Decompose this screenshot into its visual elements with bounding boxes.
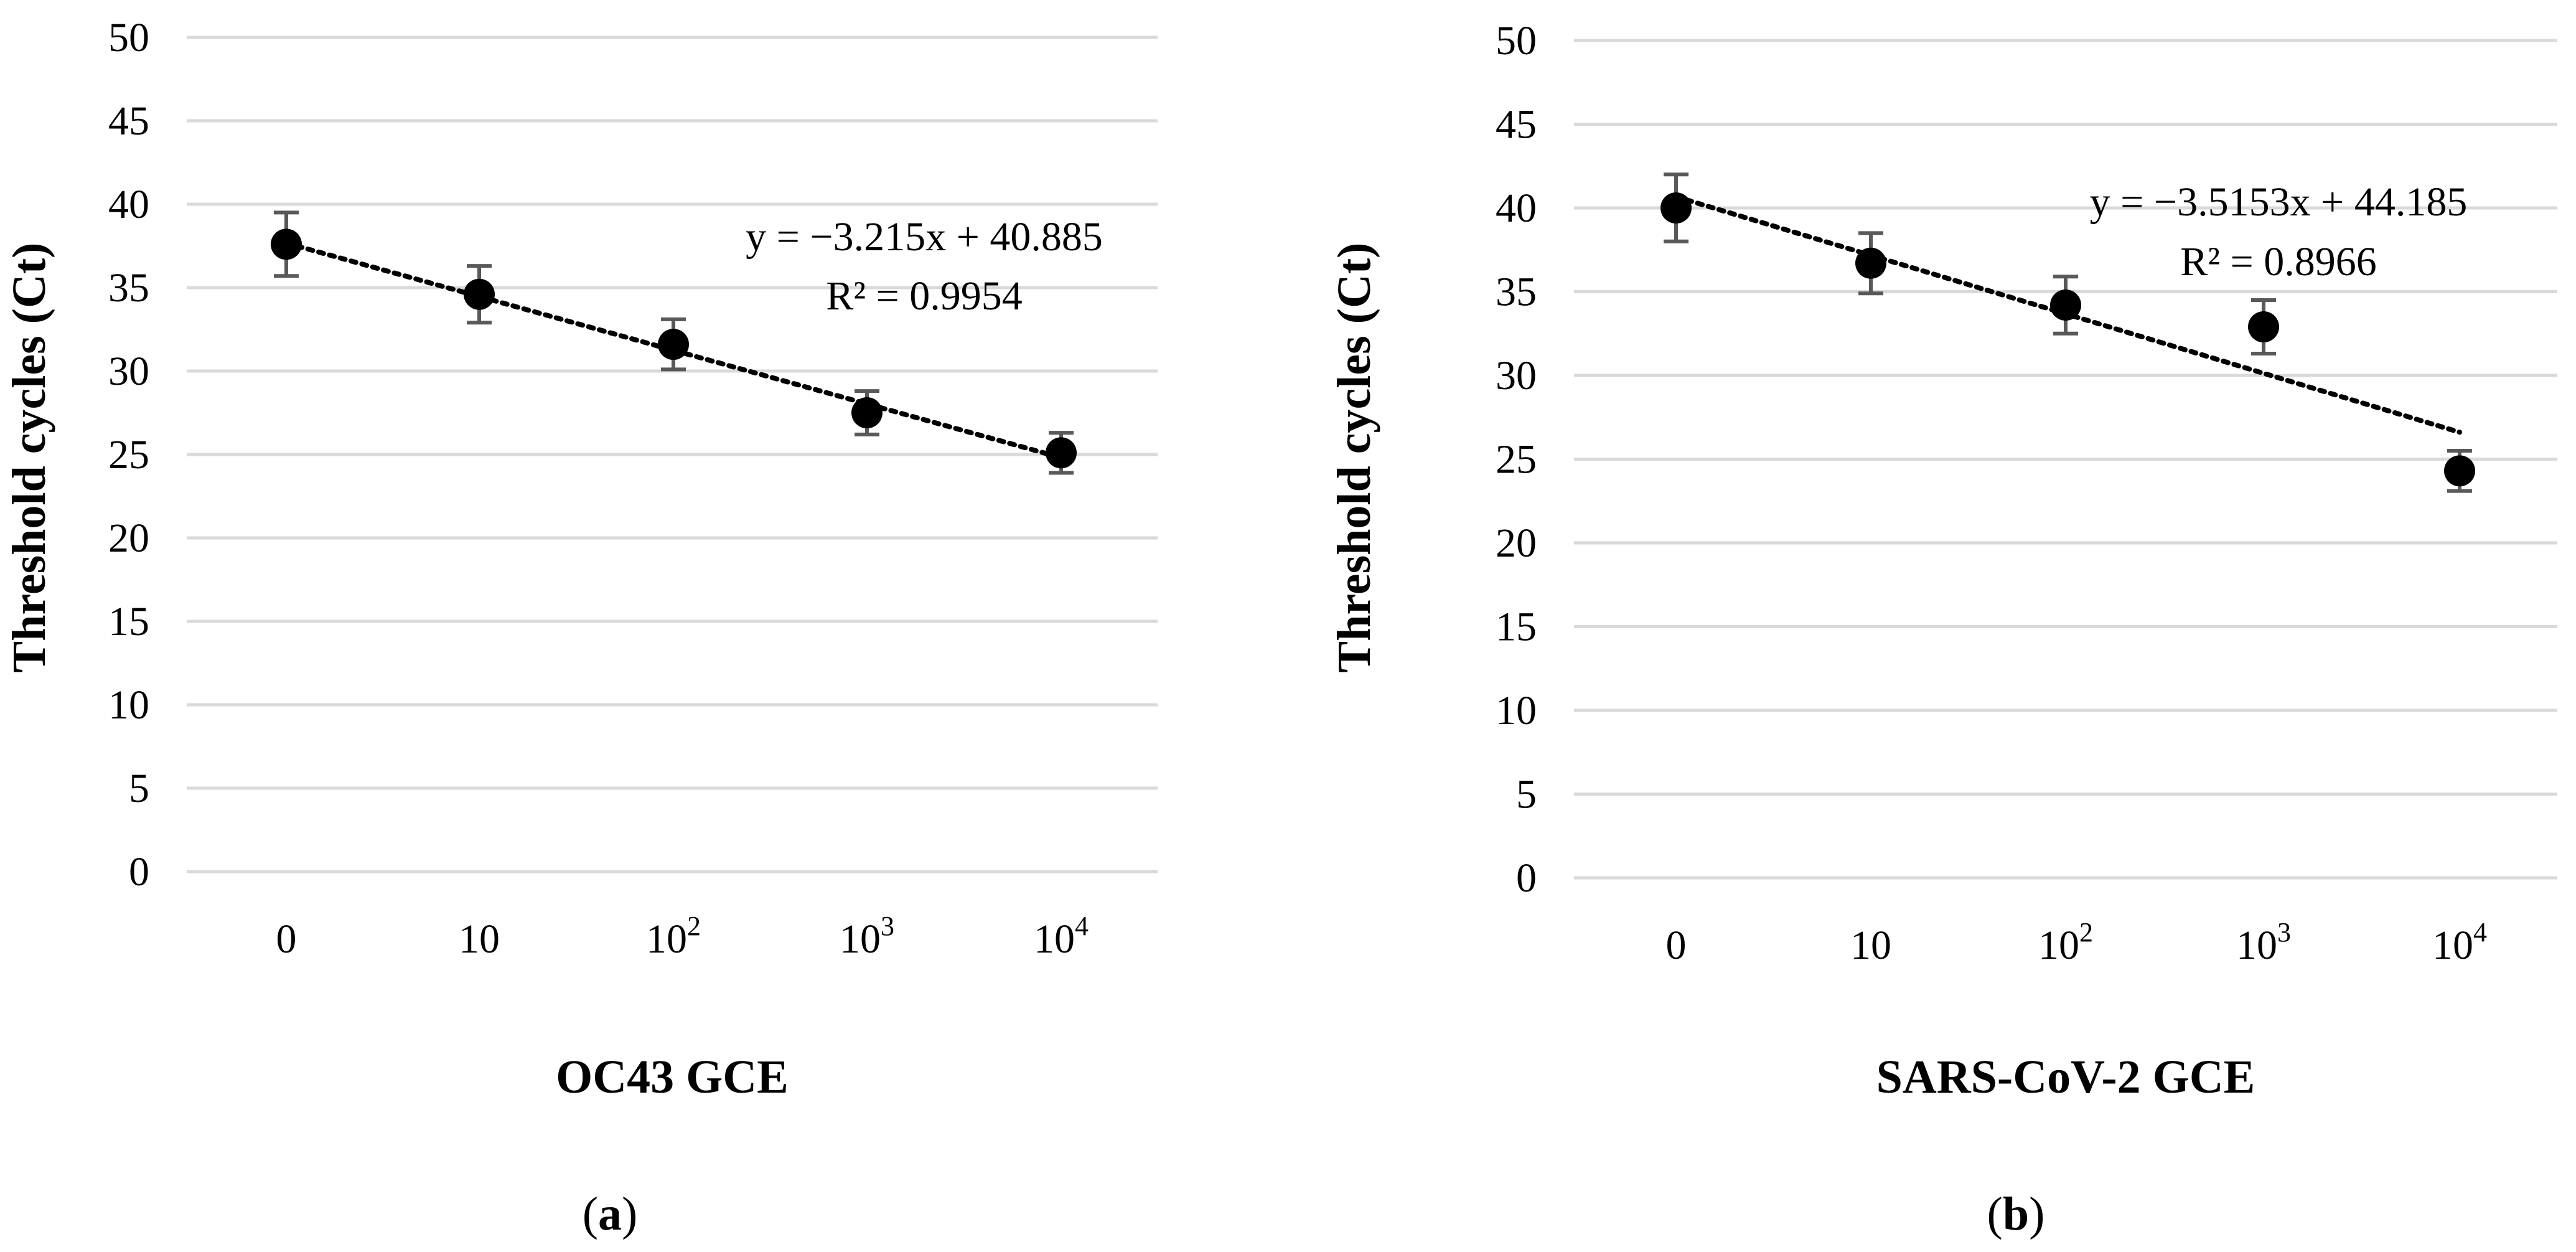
y-tick-label: 50 xyxy=(108,15,149,60)
x-tick-label: 10 xyxy=(459,916,500,962)
y-tick-label: 30 xyxy=(108,349,149,394)
trendline-equation: y = −3.5153x + 44.185 xyxy=(2090,179,2468,225)
x-tick-label: 102 xyxy=(2038,917,2093,968)
y-tick-label: 50 xyxy=(1496,18,1537,64)
y-tick-label: 45 xyxy=(1496,102,1537,148)
data-point xyxy=(2050,289,2081,321)
x-axis-title: OC43 GCE xyxy=(556,1051,789,1103)
y-tick-label: 40 xyxy=(108,182,149,227)
chart-panel-a: 0 5 10 15 20 25 30 35 40 45 50 0 10 102 103 104 y = −3.2… xyxy=(3,15,1158,1240)
y-tick-label: 0 xyxy=(1516,855,1537,901)
r-squared-label: R² = 0.9954 xyxy=(826,273,1023,319)
y-tick-label: 10 xyxy=(108,682,149,728)
data-point xyxy=(2444,455,2475,487)
y-tick-label: 0 xyxy=(129,849,149,895)
y-tick-label: 45 xyxy=(108,98,149,144)
x-tick-label: 103 xyxy=(2236,917,2291,968)
y-tick-label: 35 xyxy=(108,265,149,311)
chart-panel-b: 0 5 10 15 20 25 30 35 40 45 50 0 10 102 103 104 y = −3.5… xyxy=(1288,0,2576,1252)
panel-caption: (b) xyxy=(1987,1188,2045,1240)
panel-caption: (a) xyxy=(583,1188,638,1240)
r-squared-label: R² = 0.8966 xyxy=(2180,239,2377,285)
x-tick-label: 0 xyxy=(1666,923,1687,968)
x-tick-label: 104 xyxy=(2432,917,2487,968)
x-tick-label: 103 xyxy=(840,911,894,962)
data-point xyxy=(851,397,883,428)
x-tick-label: 104 xyxy=(1034,911,1089,962)
x-tick-label: 0 xyxy=(276,916,297,962)
y-tick-label: 30 xyxy=(1496,353,1537,398)
y-tick-label: 25 xyxy=(1496,437,1537,482)
trendline-equation: y = −3.215x + 40.885 xyxy=(746,214,1103,260)
data-point xyxy=(271,228,302,260)
y-axis-title: Threshold cycles (Ct) xyxy=(3,243,55,673)
y-tick-label: 20 xyxy=(1496,520,1537,566)
data-point xyxy=(1660,192,1692,224)
y-tick-label: 25 xyxy=(108,432,149,478)
x-tick-label: 10 xyxy=(1850,923,1891,968)
y-tick-label: 10 xyxy=(1496,688,1537,733)
data-point xyxy=(658,329,689,360)
y-tick-label: 5 xyxy=(1516,772,1537,817)
data-point xyxy=(2248,311,2279,342)
y-tick-label: 40 xyxy=(1496,186,1537,231)
x-axis-title: SARS-CoV-2 GCE xyxy=(1876,1051,2255,1103)
y-tick-label: 5 xyxy=(129,766,149,811)
data-point xyxy=(464,278,495,310)
data-point xyxy=(1855,247,1886,279)
y-tick-label: 15 xyxy=(1496,605,1537,650)
chart-b: 0 5 10 15 20 25 30 35 40 45 50 0 10 102 103 104 y = −3.5… xyxy=(1328,18,2557,1240)
y-axis-title: Threshold cycles (Ct) xyxy=(1328,243,1380,673)
data-point xyxy=(1046,437,1077,469)
x-tick-label: 102 xyxy=(646,911,701,962)
y-tick-label: 15 xyxy=(108,599,149,644)
y-tick-label: 20 xyxy=(108,515,149,561)
y-tick-label: 35 xyxy=(1496,270,1537,315)
chart-a: 0 5 10 15 20 25 30 35 40 45 50 0 10 102 103 104 y = −3.2… xyxy=(3,15,1158,1240)
